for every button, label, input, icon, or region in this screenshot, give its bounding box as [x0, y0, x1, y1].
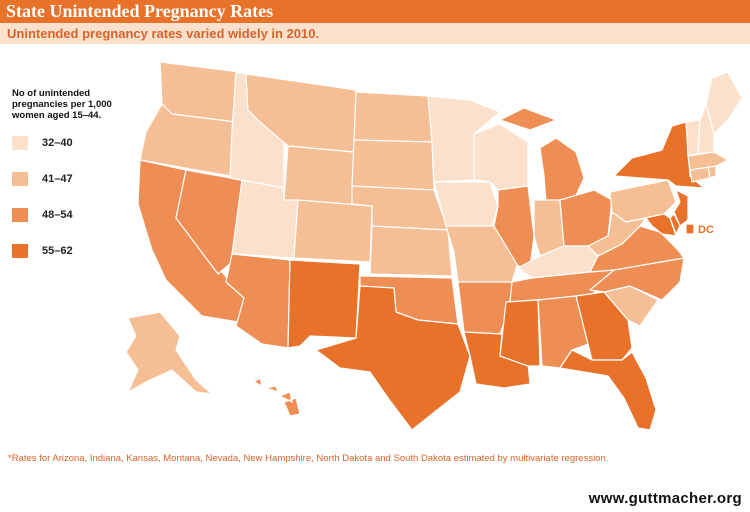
state-md[interactable] — [625, 213, 677, 237]
legend-label-4: 55–62 — [42, 245, 73, 257]
legend-swatch-4 — [12, 244, 28, 258]
footnote: *Rates for Arizona, Indiana, Kansas, Mon… — [8, 453, 609, 464]
us-map: DC — [125, 61, 743, 431]
state-ak[interactable] — [125, 311, 213, 395]
state-ks[interactable] — [369, 225, 453, 277]
state-sd[interactable] — [351, 139, 435, 191]
state-nd[interactable] — [353, 91, 433, 143]
state-ia[interactable] — [433, 181, 499, 227]
dc-label: DC — [698, 224, 714, 236]
state-tx[interactable] — [315, 285, 471, 431]
legend-swatch-2 — [12, 172, 28, 186]
state-dc[interactable] — [685, 223, 695, 235]
state-wi[interactable] — [473, 123, 529, 191]
state-co[interactable] — [293, 199, 373, 263]
state-nh[interactable] — [697, 103, 715, 155]
legend-swatch-1 — [12, 136, 28, 150]
state-nm[interactable] — [287, 259, 361, 349]
state-ms[interactable] — [499, 299, 541, 367]
state-nc[interactable] — [589, 257, 685, 301]
state-fl[interactable] — [559, 349, 657, 431]
legend-label-2: 41–47 — [42, 173, 73, 185]
legend-swatch-3 — [12, 208, 28, 222]
website-url: www.guttmacher.org — [588, 490, 742, 507]
legend-label-1: 32–40 — [42, 137, 73, 149]
map-title: State Unintended Pregnancy Rates — [0, 0, 750, 23]
legend-title: No of unintended pregnancies per 1,000 w… — [12, 88, 112, 121]
state-de[interactable] — [669, 213, 681, 235]
state-mi[interactable] — [499, 107, 585, 203]
state-wa[interactable] — [159, 61, 241, 123]
state-wy[interactable] — [283, 145, 355, 207]
state-ri[interactable] — [707, 165, 717, 179]
map-subtitle: Unintended pregnancy rates varied widely… — [0, 23, 750, 44]
legend-label-3: 48–54 — [42, 209, 73, 221]
state-me[interactable] — [705, 71, 743, 135]
state-hi[interactable] — [253, 377, 301, 417]
